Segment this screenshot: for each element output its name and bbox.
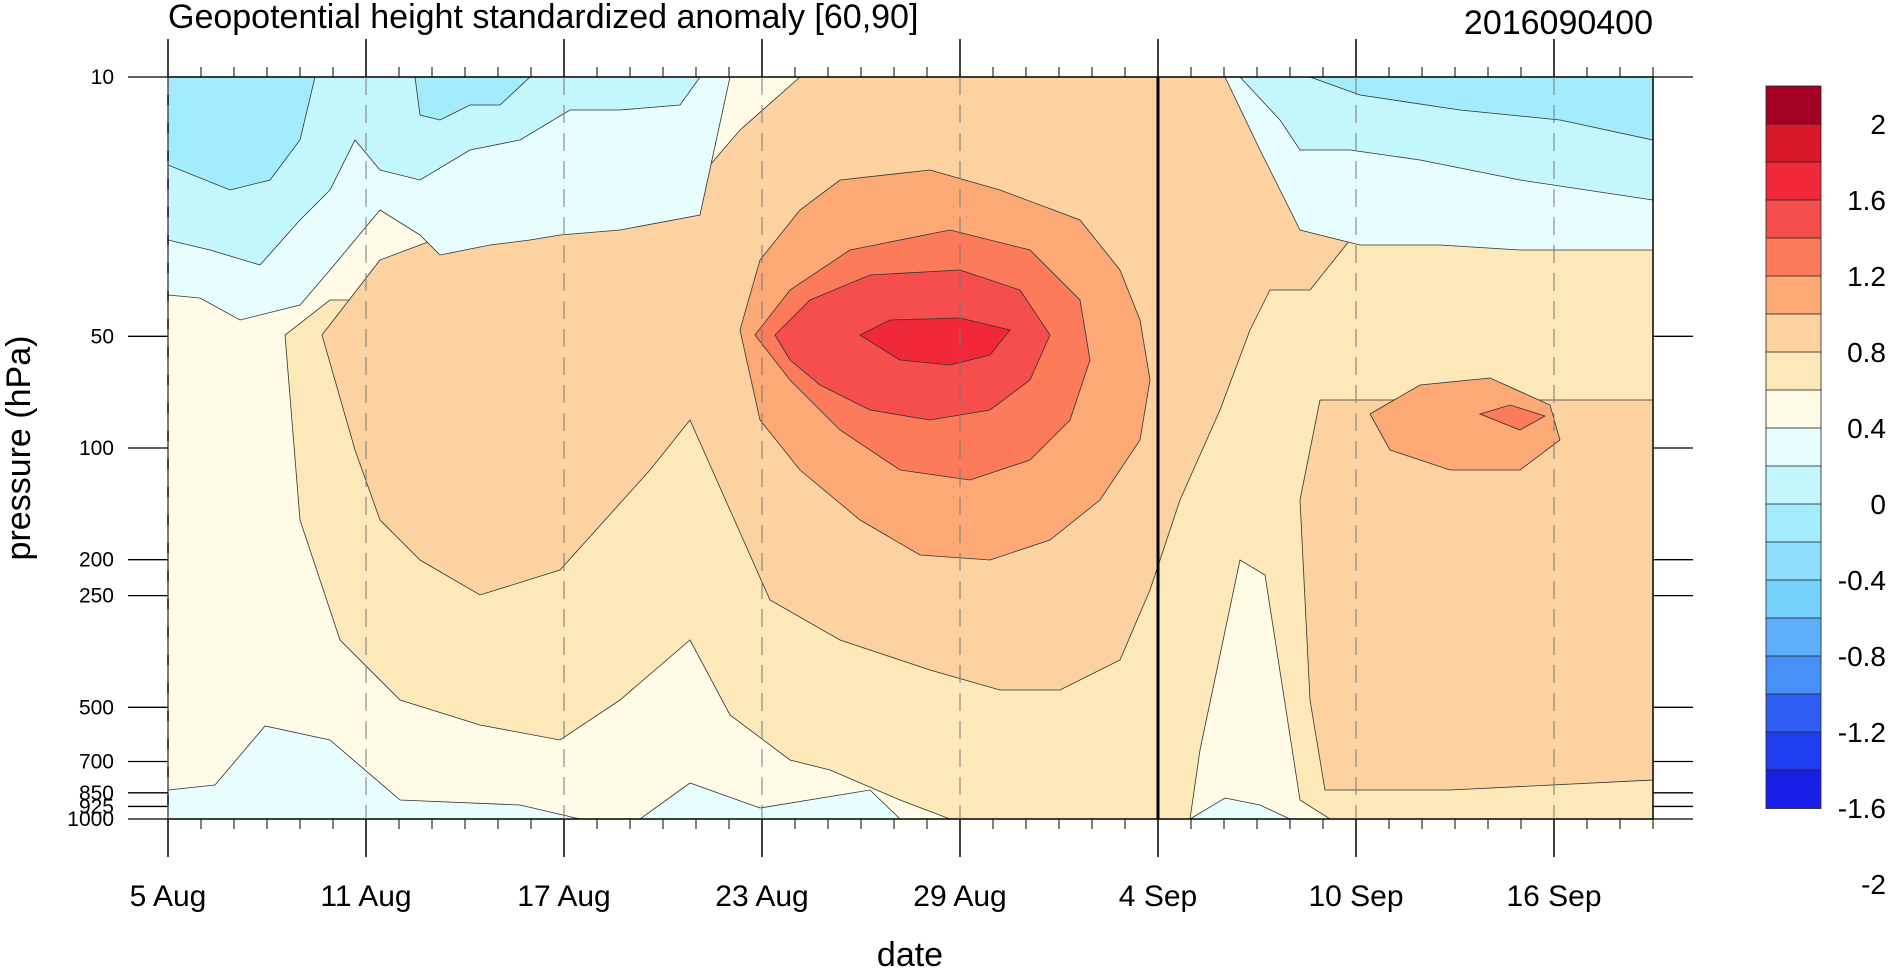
y-tick-label: 925 (79, 795, 114, 818)
x-tick-label: 17 Aug (517, 880, 610, 913)
colorbar-label: 0.8 (1847, 337, 1886, 368)
colorbar-swatch (1765, 769, 1822, 809)
colorbar-swatch (1765, 617, 1822, 657)
x-axis: 5 Aug 11 Aug 17 Aug 23 Aug 29 Aug 4 Sep 10 Sep… (130, 39, 1654, 913)
colorbar: 2 1.6 1.2 0.8 0.4 0 -0.4 -0.8 -1.2 -1.6 -2 (1765, 85, 1886, 900)
x-tick-label: 29 Aug (913, 880, 1006, 913)
colorbar-label: -0.8 (1838, 641, 1886, 672)
y-axis-title: pressure (hPa) (0, 336, 38, 561)
date-stamp: 2016090400 (1464, 4, 1653, 42)
colorbar-swatch (1765, 275, 1822, 315)
colorbar-swatch (1765, 313, 1822, 353)
colorbar-swatch (1765, 237, 1822, 277)
colorbar-swatch (1765, 123, 1822, 163)
contour-neg-top-mid (414, 77, 531, 121)
colorbar-label: 1.6 (1847, 185, 1886, 216)
contour-field (168, 77, 1653, 819)
x-tick-label: 10 Sep (1308, 880, 1403, 913)
y-tick-label: 500 (79, 696, 114, 719)
colorbar-swatch (1765, 693, 1822, 733)
y-tick-label: 700 (79, 751, 114, 774)
contour-1-6-right (1478, 404, 1547, 431)
y-tick-label: 200 (79, 549, 114, 572)
y-tick-label: 1000 (67, 808, 114, 831)
colorbar-swatch (1765, 199, 1822, 239)
contour-neg-top-left-3 (168, 77, 316, 191)
y-tick-label: 10 (91, 66, 114, 89)
contour-low-mid (639, 782, 901, 819)
chart-title: Geopotential height standardized anomaly… (168, 0, 918, 36)
colorbar-label: -1.2 (1838, 717, 1886, 748)
colorbar-swatch (1765, 85, 1822, 125)
colorbar-swatch (1765, 541, 1822, 581)
colorbar-label: -2 (1861, 869, 1886, 900)
colorbar-swatch (1765, 351, 1822, 391)
contour-low-right (1189, 797, 1291, 819)
contour-neg-top-right-3 (1309, 77, 1653, 141)
colorbar-label: -0.4 (1838, 565, 1886, 596)
colorbar-label: 1.2 (1847, 261, 1886, 292)
y-tick-label: 100 (79, 437, 114, 460)
colorbar-swatch (1765, 465, 1822, 505)
colorbar-swatch (1765, 389, 1822, 429)
colorbar-swatch (1765, 503, 1822, 543)
x-tick-label: 16 Sep (1506, 880, 1601, 913)
x-tick-label: 23 Aug (715, 880, 808, 913)
x-axis-title: date (877, 936, 943, 969)
y-tick-label: 850 (79, 782, 114, 805)
contour-1-2-right (1369, 377, 1561, 471)
x-tick-label: 11 Aug (320, 880, 411, 913)
y-tick-label: 250 (79, 585, 114, 608)
x-tick-label: 4 Sep (1119, 880, 1197, 913)
contour-core-inner (859, 317, 1011, 366)
colorbar-swatch (1765, 579, 1822, 619)
y-tick-label: 50 (91, 325, 114, 348)
x-tick-label: 5 Aug (130, 880, 207, 913)
colorbar-label: 2 (1870, 109, 1886, 140)
colorbar-swatch (1765, 161, 1822, 201)
contour-low-left (168, 725, 581, 819)
colorbar-label: 0 (1870, 489, 1886, 520)
colorbar-label: 0.4 (1847, 413, 1886, 444)
colorbar-swatch (1765, 655, 1822, 695)
colorbar-label: -1.6 (1838, 793, 1886, 824)
colorbar-swatch (1765, 731, 1822, 771)
colorbar-swatch (1765, 427, 1822, 467)
